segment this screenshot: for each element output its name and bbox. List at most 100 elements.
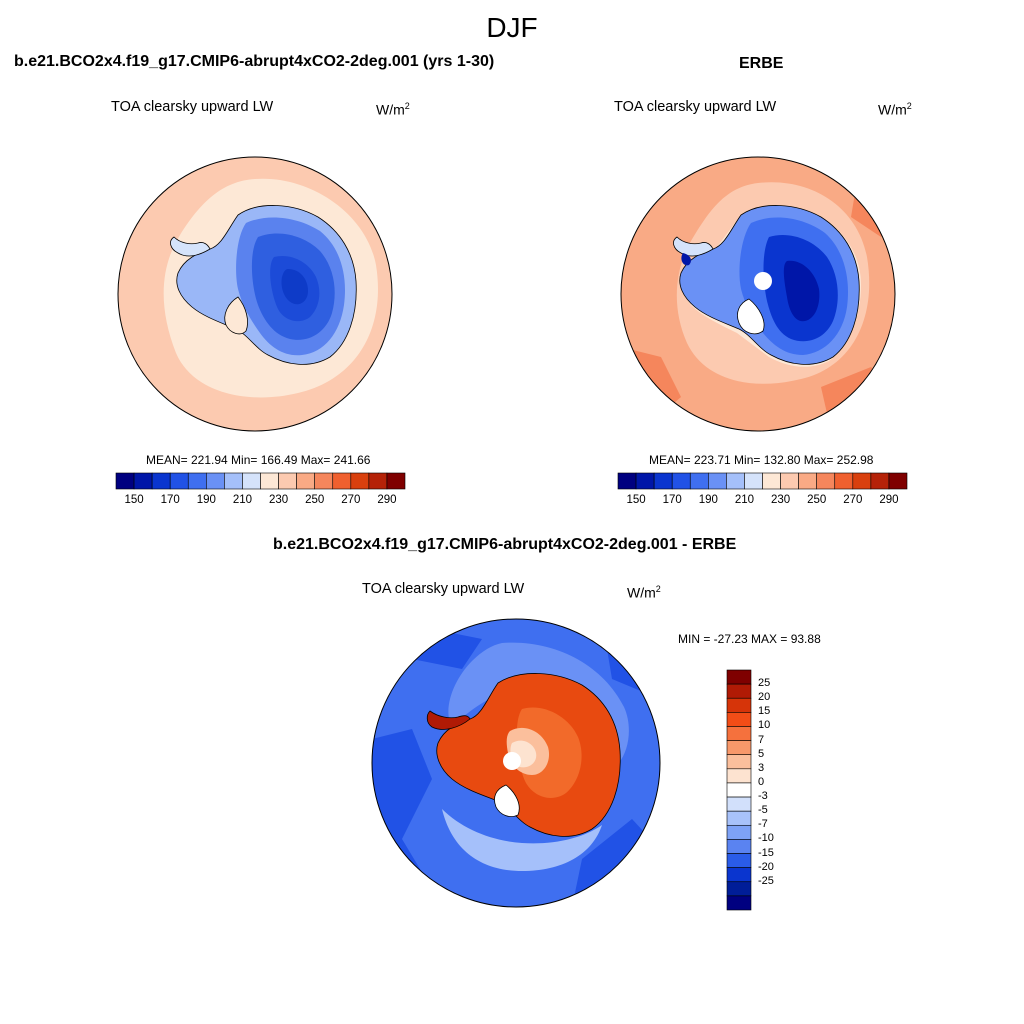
colorbar-tick-label: -5 bbox=[758, 804, 768, 817]
colorbar-tick-label: 5 bbox=[758, 747, 765, 760]
colorbar-tick-label: -10 bbox=[758, 832, 774, 845]
colorbar-tick-label: -7 bbox=[758, 818, 768, 831]
colorbar-swatch bbox=[242, 472, 261, 490]
panel1-units: W/m2 bbox=[376, 101, 410, 118]
panel2-units-exp: 2 bbox=[906, 101, 912, 111]
colorbar-swatch bbox=[332, 472, 352, 490]
colorbar-tick-label: 170 bbox=[160, 494, 180, 506]
panel3-units: W/m2 bbox=[627, 584, 661, 601]
colorbar-tick-label: 290 bbox=[879, 494, 899, 506]
colorbar-swatch bbox=[278, 472, 297, 490]
panel3-polar-gap bbox=[503, 752, 521, 770]
colorbar-tick-label: 230 bbox=[770, 494, 791, 506]
colorbar-swatch bbox=[187, 472, 207, 490]
panel2-peninsula bbox=[673, 236, 714, 257]
colorbar-swatch bbox=[206, 472, 225, 490]
panel3-title: b.e21.BCO2x4.f19_g17.CMIP6-abrupt4xCO2-2… bbox=[273, 536, 737, 553]
panel3-peninsula bbox=[426, 710, 471, 730]
panel1-colorbar-ticks: 150 170 190 210 230 250 270 290 bbox=[116, 494, 405, 508]
panel3-antarctica-light bbox=[516, 707, 582, 798]
colorbar-tick-label: 20 bbox=[758, 691, 771, 704]
colorbar-swatch bbox=[368, 472, 388, 490]
panel3-ocean-light bbox=[448, 642, 629, 769]
colorbar-swatch bbox=[726, 726, 752, 741]
colorbar-tick-label: -15 bbox=[758, 846, 774, 859]
colorbar-tick-label: 210 bbox=[232, 494, 253, 506]
panel1-antarctica-center bbox=[281, 269, 308, 305]
panel1-title: b.e21.BCO2x4.f19_g17.CMIP6-abrupt4xCO2-2… bbox=[14, 53, 495, 70]
colorbar-swatch bbox=[314, 472, 334, 490]
colorbar-swatch bbox=[224, 472, 243, 490]
colorbar-tick-label: 270 bbox=[341, 494, 361, 506]
panel1-map-border bbox=[117, 156, 393, 432]
colorbar-tick-label: 0 bbox=[758, 775, 765, 788]
colorbar-swatch bbox=[762, 472, 781, 490]
panel2-map-border bbox=[620, 156, 896, 432]
colorbar-swatch bbox=[296, 472, 315, 490]
colorbar-swatch bbox=[726, 810, 752, 826]
colorbar-swatch bbox=[798, 472, 817, 490]
colorbar-swatch bbox=[834, 472, 854, 490]
colorbar-swatch bbox=[726, 683, 752, 699]
panel2-ross-sea bbox=[737, 298, 765, 335]
colorbar-swatch bbox=[816, 472, 836, 490]
colorbar-swatch bbox=[671, 472, 691, 490]
colorbar-tick-label: -20 bbox=[758, 860, 774, 873]
colorbar-tick-label: 150 bbox=[626, 494, 646, 506]
colorbar-tick-label: -3 bbox=[758, 790, 768, 803]
colorbar-swatch bbox=[744, 472, 763, 490]
colorbar-tick-label: 7 bbox=[758, 733, 765, 746]
colorbar-swatch bbox=[726, 796, 752, 812]
panel1-colorbar bbox=[115, 472, 406, 490]
panel2-colorbar bbox=[617, 472, 908, 490]
panel3-variable-label: TOA clearsky upward LW bbox=[362, 581, 525, 597]
colorbar-tick-label: 230 bbox=[268, 494, 289, 506]
panel3-ross-sea bbox=[494, 784, 520, 817]
colorbar-swatch bbox=[870, 472, 890, 490]
colorbar-tick-label: 190 bbox=[196, 494, 216, 506]
colorbar-swatch bbox=[115, 472, 135, 490]
panel2-peninsula-tip bbox=[681, 253, 691, 266]
colorbar-swatch bbox=[653, 472, 673, 490]
panel2-polar-map bbox=[620, 156, 896, 432]
colorbar-tick-label: 170 bbox=[662, 494, 682, 506]
colorbar-swatch bbox=[726, 754, 752, 770]
colorbar-swatch bbox=[888, 472, 908, 490]
colorbar-swatch bbox=[726, 697, 752, 713]
panel3-units-exp: 2 bbox=[655, 584, 661, 594]
panel2-units: W/m2 bbox=[878, 101, 912, 118]
panel1-polar-map bbox=[117, 156, 393, 432]
colorbar-swatch bbox=[169, 472, 189, 490]
panel1-ross-sea bbox=[224, 296, 248, 335]
colorbar-swatch bbox=[726, 768, 752, 784]
colorbar-swatch bbox=[726, 839, 752, 854]
colorbar-swatch bbox=[726, 895, 752, 911]
colorbar-swatch bbox=[726, 881, 752, 897]
panel2-colorbar-ticks: 150 170 190 210 230 250 270 290 bbox=[618, 494, 907, 508]
colorbar-tick-label: 210 bbox=[734, 494, 755, 506]
colorbar-tick-label: -25 bbox=[758, 874, 774, 887]
colorbar-tick-label: 10 bbox=[758, 719, 771, 732]
panel3-units-base: W/m bbox=[627, 584, 656, 601]
colorbar-swatch bbox=[689, 472, 709, 490]
panel2-title: ERBE bbox=[739, 55, 784, 72]
panel1-units-base: W/m bbox=[376, 101, 405, 118]
panel2-units-base: W/m bbox=[878, 101, 907, 118]
colorbar-swatch bbox=[726, 824, 752, 840]
panel3-polar-map bbox=[371, 618, 661, 908]
colorbar-swatch bbox=[350, 472, 370, 490]
panel3-colorbar bbox=[726, 669, 752, 911]
colorbar-swatch bbox=[726, 867, 752, 883]
panel1-variable-label: TOA clearsky upward LW bbox=[111, 99, 274, 115]
colorbar-tick-label: 15 bbox=[758, 705, 771, 718]
colorbar-swatch bbox=[726, 853, 752, 868]
colorbar-swatch bbox=[726, 472, 745, 490]
panel3-map-border bbox=[371, 618, 661, 908]
colorbar-tick-label: 150 bbox=[124, 494, 144, 506]
colorbar-tick-label: 250 bbox=[305, 494, 325, 506]
colorbar-swatch bbox=[260, 472, 279, 490]
figure-title: DJF bbox=[486, 12, 538, 43]
panel3-colorbar-ticks: 25 20 15 10 7 5 3 0 -3 -5 -7 -10 -15 -20 -25 bbox=[758, 670, 798, 910]
panel2-antarctica-core bbox=[783, 260, 820, 322]
colorbar-tick-label: 250 bbox=[807, 494, 827, 506]
